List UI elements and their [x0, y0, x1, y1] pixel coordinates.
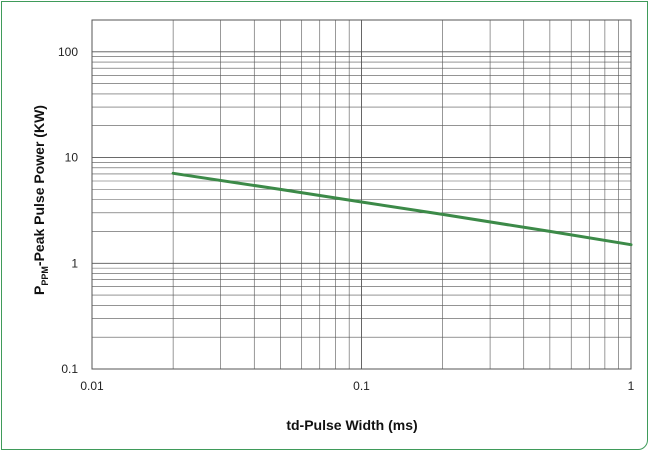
y-axis-title-prefix: P — [31, 286, 47, 295]
series-line — [171, 171, 633, 247]
x-tick-label: 0.1 — [353, 379, 370, 393]
y-tick-label: 0.1 — [61, 362, 78, 376]
y-tick-label: 100 — [58, 45, 78, 59]
grid — [91, 19, 632, 370]
y-tick-label: 1 — [71, 256, 78, 270]
series-layer — [171, 171, 633, 247]
y-tick-label: 10 — [65, 151, 79, 165]
y-axis-title-suffix: -Peak Pulse Power (KW) — [31, 105, 47, 266]
x-axis-title: td-Pulse Width (ms) — [286, 417, 417, 433]
plot-border — [91, 19, 632, 370]
x-tick-label: 0.01 — [80, 379, 104, 393]
x-tick-label: 1 — [628, 379, 635, 393]
y-axis-title: PPPM-Peak Pulse Power (KW) — [31, 105, 50, 295]
y-axis-title-subscript: PPM — [40, 266, 50, 286]
